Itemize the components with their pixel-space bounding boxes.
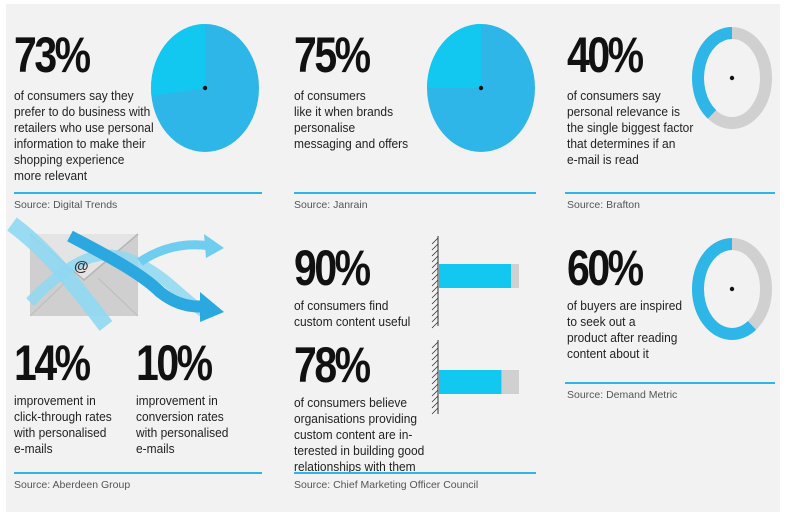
donut-value-arc (692, 238, 757, 340)
axis-hatch (431, 407, 439, 415)
divider (294, 472, 536, 474)
axis-hatch (431, 389, 439, 397)
axis-hatch (431, 291, 439, 299)
axis-hatch (431, 383, 439, 391)
divider (294, 192, 536, 194)
axis-hatch (431, 371, 439, 379)
axis-hatch (431, 279, 439, 287)
stat-78-value: 78% (294, 337, 371, 393)
pie-chart-75 (427, 24, 535, 152)
donut-value-arc (692, 27, 733, 119)
stat-14-description: improvement in click-through rates with pe… (14, 393, 112, 456)
donut-chart-40 (692, 27, 772, 129)
pie-slice-remainder (427, 24, 481, 88)
stat-90-description: of consumers find custom content useful (294, 298, 411, 329)
stat-75-description: of consumers like it when brands personali… (294, 88, 409, 151)
axis-hatch (431, 377, 439, 385)
axis-hatch (431, 365, 439, 373)
divider (565, 382, 775, 384)
axis-hatch (431, 255, 439, 263)
axis-hatch (431, 267, 439, 275)
bar-value (439, 370, 502, 394)
stat-73-value: 73% (14, 27, 91, 83)
axis-hatch (431, 243, 439, 251)
source-chief-marketing-officer-council: Source: Chief Marketing Officer Council (294, 479, 479, 491)
source-brafton: Source: Brafton (567, 199, 640, 211)
axis-hatch (431, 309, 439, 317)
axis-hatch (431, 353, 439, 361)
stat-90-value: 90% (294, 240, 371, 296)
stat-75-value: 75% (294, 27, 371, 83)
source-digital-trends: Source: Digital Trends (14, 199, 118, 211)
stat-60-description: of buyers are inspired to seek out a produ… (567, 298, 683, 361)
axis-hatch (431, 401, 439, 409)
divider (14, 192, 262, 194)
axis-hatch (431, 297, 439, 305)
source-janrain: Source: Janrain (294, 199, 368, 211)
axis-hatch (431, 347, 439, 355)
pie-center-dot (202, 85, 208, 91)
axis-hatch (431, 249, 439, 257)
axis-hatch (431, 285, 439, 293)
bar-chart-78 (431, 340, 519, 415)
divider (14, 472, 262, 474)
axis-hatch (431, 303, 439, 311)
axis-hatch (431, 359, 439, 367)
stat-14-value: 14% (14, 335, 91, 391)
stat-60-value: 60% (567, 240, 644, 296)
stat-40-description: of consumers say personal relevance is the… (567, 88, 694, 167)
pie-slice-remainder (151, 24, 205, 97)
email-at-symbol: @ (74, 258, 89, 275)
axis-hatch (431, 237, 439, 245)
donut-center-dot (729, 286, 735, 292)
axis-hatch (431, 261, 439, 269)
stat-78-description: of consumers believe organisations provid… (294, 395, 425, 474)
pie-center-dot (478, 85, 484, 91)
stat-10-description: improvement in conversion rates with perso… (136, 393, 229, 456)
email-envelope-icon (7, 217, 224, 331)
donut-chart-60 (692, 238, 772, 340)
axis-hatch (431, 341, 439, 349)
axis-hatch (431, 315, 439, 323)
axis-hatch (431, 273, 439, 281)
stat-73-description: of consumers say they prefer to do busine… (14, 88, 154, 183)
source-aberdeen-group: Source: Aberdeen Group (14, 479, 131, 491)
axis-hatch (431, 321, 439, 329)
donut-center-dot (729, 75, 735, 81)
axis-hatch (431, 395, 439, 403)
source-demand-metric: Source: Demand Metric (567, 389, 678, 401)
bar-value (439, 264, 511, 288)
stat-40-value: 40% (567, 27, 644, 83)
divider (565, 192, 775, 194)
stat-10-value: 10% (136, 335, 213, 391)
bar-chart-90 (431, 236, 519, 329)
pie-chart-73 (151, 24, 259, 152)
